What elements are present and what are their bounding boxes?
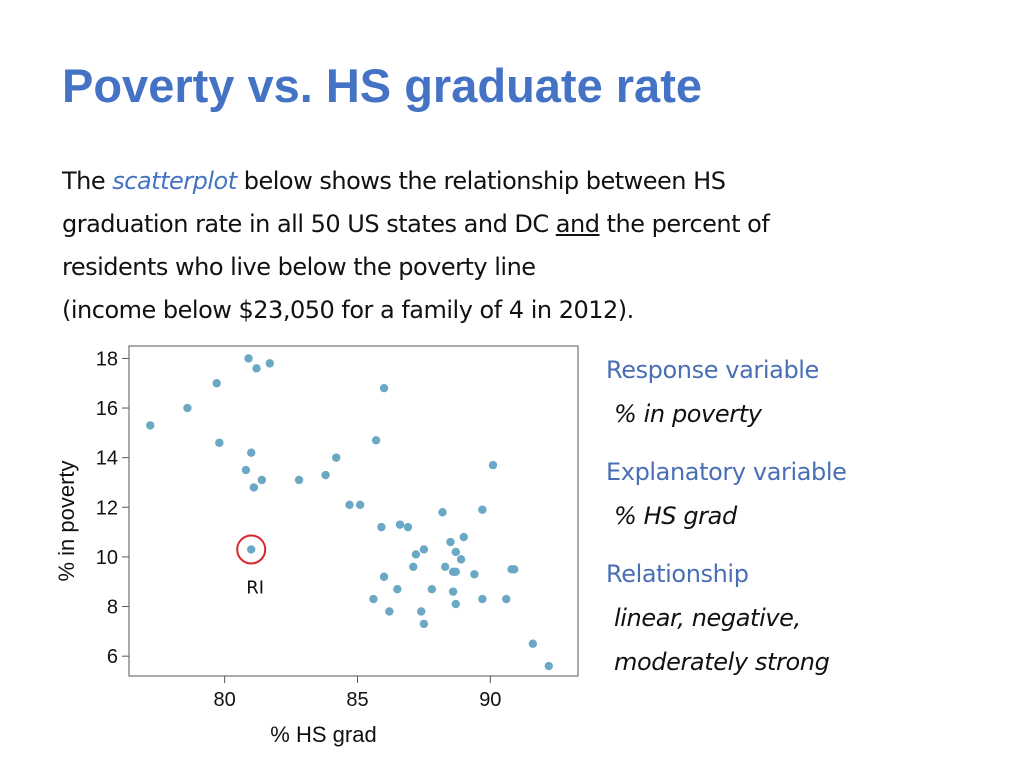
intro-text: The (62, 167, 113, 195)
x-tick-label: 80 (214, 689, 236, 711)
data-point (456, 555, 466, 564)
data-point (146, 421, 155, 430)
intro-text: the percent of (599, 210, 770, 238)
data-point (265, 359, 275, 368)
data-point (502, 594, 511, 604)
y-tick-label: 14 (96, 448, 118, 470)
data-point (403, 522, 413, 532)
data-point (215, 438, 224, 447)
y-tick-label: 10 (96, 547, 118, 569)
relationship-value-line-2: moderately strong (614, 648, 830, 676)
data-point (249, 483, 259, 492)
relationship-value-line-1: linear, negative, (614, 604, 801, 632)
data-point (332, 453, 341, 462)
scatter-chart: 6 8 10 12 14 16 18 80 85 90 % HS grad % in poverty R… (54, 345, 579, 747)
response-variable-value: % in poverty (614, 400, 762, 428)
data-point (355, 500, 365, 509)
intro-text: below shows the relationship between HS (236, 167, 726, 195)
y-tick-label: 8 (107, 597, 118, 619)
data-point (446, 537, 455, 547)
data-point (470, 570, 479, 579)
x-axis-label: % HS grad (270, 722, 376, 747)
data-point (417, 607, 426, 616)
data-point (528, 639, 538, 648)
data-point (488, 460, 498, 470)
data-point (411, 550, 421, 559)
y-tick-label: 6 (107, 646, 118, 668)
data-point (448, 587, 458, 596)
x-tick-label: 90 (479, 689, 501, 711)
scatterplot-term: scatterplot (112, 167, 237, 195)
data-point (247, 448, 256, 457)
intro-line-2: graduation rate in all 50 US states and … (62, 203, 882, 246)
data-point (419, 619, 429, 629)
data-point (451, 567, 460, 576)
intro-text: graduation rate in all 50 US states and … (62, 210, 556, 238)
data-point (212, 379, 221, 388)
data-point (294, 475, 304, 485)
intro-line-4: (income below $23,050 for a family of 4 … (62, 296, 634, 324)
y-tick-label: 12 (96, 497, 118, 519)
data-point (478, 594, 487, 604)
data-point (459, 532, 468, 542)
data-point (257, 475, 267, 485)
data-point (438, 508, 447, 517)
slide-title: Poverty vs. HS graduate rate (62, 59, 702, 112)
data-point (409, 562, 418, 572)
plot-frame (128, 345, 579, 677)
data-point (379, 572, 389, 581)
data-point (440, 562, 450, 572)
data-point (419, 545, 429, 554)
intro-paragraph: The scatterplot below shows the relation… (62, 160, 882, 332)
data-point (377, 522, 386, 532)
annotation-label: RI (246, 577, 264, 598)
explanatory-variable-value: % HS grad (614, 502, 737, 530)
data-point (369, 594, 378, 604)
data-point (544, 661, 553, 671)
x-tick-label: 85 (346, 689, 368, 711)
response-variable-heading: Response variable (606, 356, 819, 384)
data-point (451, 599, 460, 609)
data-point (451, 547, 460, 557)
data-point (379, 383, 389, 393)
data-point (478, 505, 487, 514)
y-axis-label: % in poverty (54, 460, 79, 581)
highlight-circle (236, 534, 267, 565)
data-point (371, 436, 381, 445)
relationship-heading: Relationship (606, 560, 749, 588)
explanatory-variable-heading: Explanatory variable (606, 458, 847, 486)
data-point (385, 607, 394, 616)
and-underlined: and (555, 210, 600, 238)
data-point (321, 470, 330, 480)
intro-line-3: residents who live below the poverty lin… (62, 253, 536, 281)
data-point (427, 584, 437, 594)
data-point (241, 465, 251, 475)
data-point (510, 565, 519, 574)
data-point (393, 584, 402, 594)
data-point (247, 545, 256, 554)
data-point (244, 354, 253, 363)
intro-line-1: The scatterplot below shows the relation… (62, 160, 882, 203)
sidebar-panel: Response variable % in poverty Explanato… (606, 348, 1006, 684)
data-point (183, 403, 192, 413)
y-tick-label: 16 (96, 398, 118, 420)
data-point (252, 364, 261, 373)
y-tick-label: 18 (96, 348, 118, 370)
data-point (345, 500, 354, 509)
data-point (395, 520, 405, 529)
